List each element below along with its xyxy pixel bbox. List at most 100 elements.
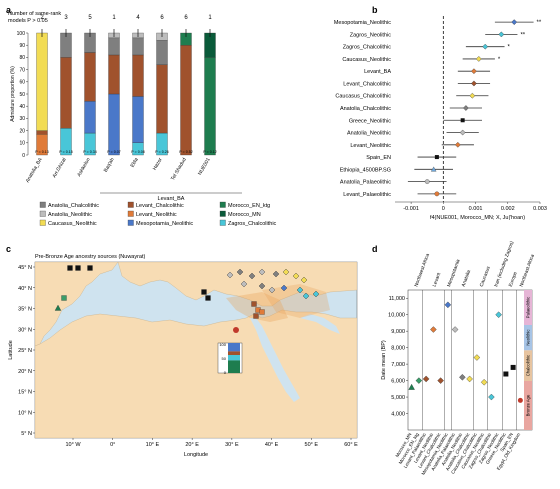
- bar-category-label: Arr.Ghizal: [52, 157, 68, 179]
- levant-ancestry-region: [226, 292, 288, 322]
- bar-segment: [36, 130, 48, 135]
- panel-d-date-chart: 4,000 5,000 6,000 7,000 8,000 9,000 10,000 11,0…: [381, 240, 536, 476]
- legend-swatch: [39, 201, 46, 208]
- panel-d-point: [415, 377, 423, 384]
- panel-b-point: [475, 56, 482, 62]
- map-sample-marker: [258, 282, 266, 290]
- legend-swatch: [127, 219, 134, 226]
- panel-b-point: [482, 43, 489, 50]
- panel-label-a: a: [6, 5, 12, 15]
- bar-category-label: Ebla: [130, 157, 140, 169]
- panel-b-row-label: Zagros_Chalcolithic: [343, 45, 392, 51]
- panel-b-point: [463, 105, 469, 111]
- panel-a-y-tick-label: 0: [22, 153, 25, 159]
- legend-label: Levant_Neolithic: [136, 212, 177, 218]
- panel-d-point: [488, 393, 495, 401]
- bar-segment: [60, 57, 72, 129]
- panel-b-point: [434, 155, 439, 160]
- panel-d-point: [451, 326, 459, 333]
- map-sample-marker: [302, 292, 310, 300]
- europe-west-land: [35, 262, 119, 347]
- map-sample-marker: [259, 309, 265, 315]
- panel-d-y-tick-label: 6,000: [391, 379, 405, 385]
- significance-marker: **: [520, 32, 525, 38]
- panel-d-frame: [407, 289, 533, 431]
- panel-b-row-label: Mesopotamia_Neolithic: [334, 20, 391, 26]
- bar-p-value: P = 0.26: [155, 150, 168, 154]
- panel-b-row-label: Anatolia_Palaeolithic: [340, 180, 391, 186]
- panel-d-point: [517, 397, 523, 403]
- persian-gulf: [300, 314, 340, 334]
- model-count: 2: [40, 15, 44, 21]
- legend-label: Caucasus_Neolithic: [48, 221, 97, 227]
- bar-segment: [84, 52, 96, 102]
- panel-b-point: [498, 31, 505, 38]
- panel-a-stacked-bar-chart: Number of same-rank models P > 0.05 2 3 5 1…: [8, 11, 277, 227]
- map-sample-marker: [312, 290, 320, 298]
- map-sample-marker: [296, 286, 304, 294]
- map-lat-tick-label: 5° N: [21, 431, 32, 437]
- model-count: 1: [208, 15, 212, 21]
- model-count: 6: [160, 15, 164, 21]
- map-sample-marker: [233, 327, 239, 333]
- map-sample-marker: [236, 268, 244, 276]
- model-count: 5: [88, 15, 92, 21]
- model-count: 1: [112, 15, 116, 21]
- map-sample-marker: [54, 304, 62, 311]
- map-sample-marker: [282, 268, 290, 276]
- panel-b-row-label: Anatolia_Neolithic: [347, 131, 391, 137]
- panel-label-d: d: [372, 244, 378, 254]
- bar-segment: [204, 57, 216, 156]
- map-sample-marker: [272, 270, 280, 278]
- map-inset-bar-segment: [228, 355, 240, 361]
- count-label-line2: models P > 0.05: [8, 18, 48, 24]
- map-sample-marker: [280, 284, 288, 292]
- panel-d-point: [459, 374, 466, 381]
- panel-b-row-label: Ethiopia_4500BP.SG: [340, 167, 391, 173]
- panel-b-row-label: Levant_Palaeolithic: [343, 192, 391, 198]
- bar-segment: [84, 101, 96, 134]
- panel-d-y-tick-label: 4,000: [391, 412, 405, 418]
- map-lon-tick-label: 20° E: [185, 442, 199, 448]
- map-lat-tick-label: 45° N: [18, 265, 32, 271]
- period-band-label: Bronze Age: [526, 394, 531, 416]
- map-lon-tick-label: 10° E: [146, 442, 160, 448]
- map-sample-marker: [292, 272, 300, 280]
- panel-d-region-label: Caucasus: [479, 265, 492, 288]
- map-inset-bar-segment: [228, 343, 240, 352]
- map-sample-marker: [251, 301, 257, 307]
- panel-a-y-axis-label: Admixture proportion (%): [10, 66, 16, 122]
- map-lat-tick-label: 25° N: [18, 348, 32, 354]
- legend-swatch: [39, 219, 46, 226]
- panel-b-x-tick-label: -0.001: [403, 206, 419, 212]
- count-label-line1: Number of same-rank: [8, 11, 61, 17]
- map-x-axis-label: Longitude: [184, 452, 208, 458]
- panel-d-point: [430, 326, 437, 333]
- bar-p-value: P = 0.15: [59, 150, 72, 154]
- panel-b-point: [424, 179, 430, 184]
- africa-arabia-land: [35, 309, 357, 438]
- panel-b-f4-statistic-chart: -0.001 0 0.001 0.002 0.003 f4(NUE001, Morocco…: [334, 16, 547, 221]
- map-inset-tick-label: 50: [222, 356, 227, 361]
- panel-b-x-tick-label: 0: [442, 206, 445, 212]
- significance-marker: *: [498, 57, 501, 63]
- panel-d-point: [422, 375, 430, 383]
- panel-a-y-tick-label: 100: [17, 31, 26, 37]
- panel-d-point: [408, 383, 415, 390]
- map-inset-tick-label: 100: [219, 342, 226, 347]
- panel-b-point: [471, 68, 477, 75]
- panel-a-y-tick-label: 50: [19, 92, 25, 98]
- legend-swatch: [127, 210, 134, 217]
- panel-b-x-tick-label: 0.003: [533, 206, 547, 212]
- bar-segment: [132, 96, 144, 143]
- panel-a-y-tick-label: 60: [19, 80, 25, 86]
- map-sample-marker: [300, 276, 308, 284]
- map-sample-marker: [268, 286, 276, 294]
- legend-swatch: [219, 201, 226, 208]
- panel-d-y-tick-label: 9,000: [391, 329, 405, 335]
- period-band: [524, 325, 532, 351]
- panel-d-point: [444, 301, 452, 309]
- legend-label: Levant_Chalcolithic: [136, 203, 184, 209]
- map-sample-marker: [226, 271, 234, 279]
